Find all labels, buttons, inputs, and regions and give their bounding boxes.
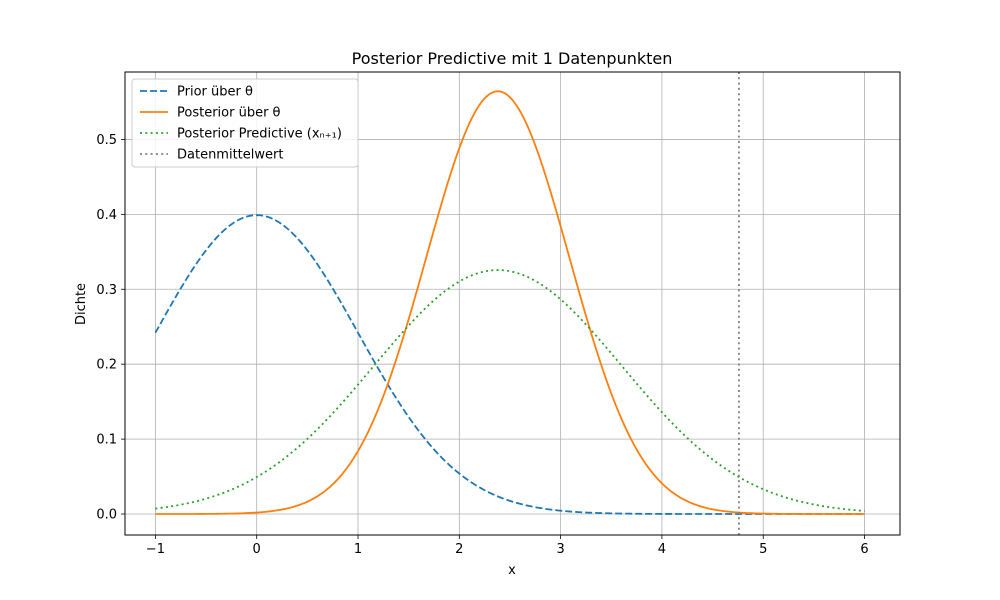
x-axis-label: x (508, 563, 516, 578)
y-tick-label: 0.0 (96, 508, 117, 523)
x-tick-label: 2 (455, 542, 463, 557)
x-tick-label: 4 (658, 542, 666, 557)
legend: Prior über θ Posterior über θ Posterior Pr… (131, 78, 359, 168)
axes-frame (124, 71, 901, 536)
legend-label: Posterior über θ (177, 106, 281, 121)
legend-items: Prior über θ Posterior über θ Posterior Pr… (140, 85, 342, 163)
y-tick-label: 0.1 (96, 433, 117, 448)
y-axis-ticks: 0.0 0.1 0.2 0.3 0.4 0.5 (96, 133, 125, 523)
x-tick-label: 1 (354, 542, 362, 557)
x-tick-label: −1 (146, 542, 165, 557)
legend-label: Datenmittelwert (177, 148, 283, 163)
x-tick-label: 6 (860, 542, 868, 557)
x-tick-label: 0 (253, 542, 261, 557)
legend-box (131, 78, 359, 168)
x-tick-label: 3 (556, 542, 564, 557)
y-tick-label: 0.5 (96, 133, 117, 148)
x-axis-ticks: −1 0 1 2 3 4 5 6 (146, 535, 869, 557)
y-tick-label: 0.2 (96, 358, 117, 373)
curves (154, 72, 865, 535)
grid (125, 72, 900, 535)
y-tick-label: 0.3 (96, 283, 117, 298)
x-tick-label: 5 (759, 542, 767, 557)
series-line-posterior-ber (155, 90, 865, 515)
series-line-prior-ber (154, 214, 865, 515)
legend-label: Prior über θ (177, 85, 253, 100)
legend-label: Posterior Predictive (xₙ₊₁) (177, 127, 342, 142)
chart-title: Posterior Predictive mit 1 Datenpunkten (352, 49, 673, 68)
y-axis-label: Dichte (74, 283, 89, 325)
y-tick-label: 0.4 (96, 208, 117, 223)
